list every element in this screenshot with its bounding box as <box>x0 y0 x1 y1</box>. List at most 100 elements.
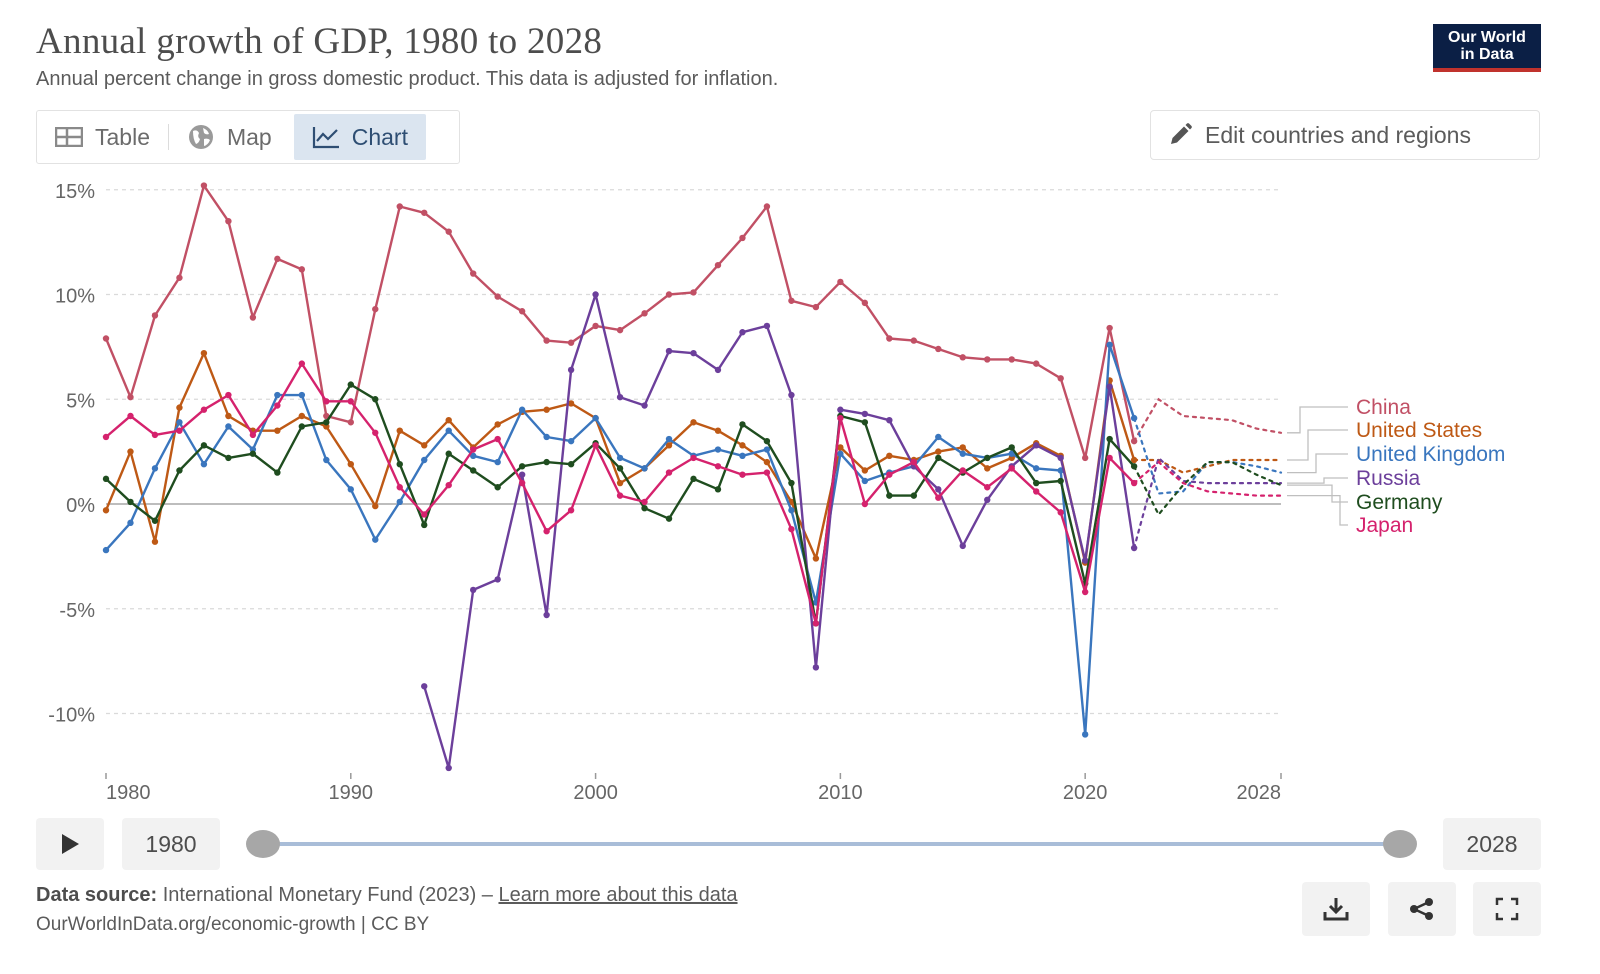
share-button[interactable] <box>1388 882 1456 936</box>
data-point <box>592 291 599 298</box>
data-point <box>421 456 428 464</box>
series-line <box>104 184 1136 460</box>
tab-chart[interactable]: Chart <box>293 114 426 160</box>
data-point <box>886 492 893 499</box>
data-point <box>127 393 134 401</box>
data-point <box>469 452 477 460</box>
data-point <box>518 471 526 478</box>
edit-countries-button[interactable]: Edit countries and regions <box>1150 110 1540 160</box>
data-point <box>421 442 428 449</box>
data-point <box>1057 509 1064 516</box>
data-point <box>641 504 648 512</box>
data-point <box>837 414 844 422</box>
data-point <box>543 433 550 441</box>
y-tick-label: -10% <box>48 705 95 727</box>
play-button[interactable] <box>36 818 104 870</box>
legend-connector <box>1287 429 1348 461</box>
data-point <box>837 450 844 457</box>
data-point <box>1130 437 1138 445</box>
forecast-line <box>1132 460 1283 497</box>
play-icon <box>62 834 79 854</box>
y-tick-label: 10% <box>55 286 95 308</box>
data-point <box>323 398 330 405</box>
fullscreen-button[interactable] <box>1473 882 1541 936</box>
forecast-line <box>1132 417 1283 495</box>
data-point <box>102 546 110 554</box>
data-point <box>543 611 550 619</box>
data-point <box>935 454 942 462</box>
data-point <box>249 431 257 439</box>
data-point <box>763 203 771 210</box>
data-point <box>421 209 428 216</box>
data-point <box>298 423 306 430</box>
data-point <box>323 419 330 426</box>
data-point <box>935 486 942 493</box>
data-point <box>665 469 673 476</box>
series-lines <box>102 182 1283 772</box>
globe-icon <box>188 125 213 149</box>
data-point <box>763 446 771 453</box>
data-point <box>641 498 648 506</box>
owid-logo[interactable]: Our World in Data <box>1433 24 1541 72</box>
data-point <box>665 435 673 443</box>
data-point <box>494 484 501 491</box>
series-china <box>102 182 1283 462</box>
data-point <box>396 484 403 491</box>
data-point <box>1106 341 1113 348</box>
data-point <box>298 391 306 399</box>
tab-separator <box>167 124 169 150</box>
data-point <box>1008 444 1015 451</box>
data-point <box>323 456 330 464</box>
data-point <box>763 458 771 466</box>
data-point <box>690 454 697 462</box>
tab-table[interactable]: Table <box>37 114 168 160</box>
end-handle[interactable] <box>1383 830 1417 858</box>
start-year-box[interactable]: 1980 <box>122 818 220 870</box>
data-point <box>372 305 379 313</box>
data-point <box>837 444 844 451</box>
data-point <box>812 303 820 311</box>
data-point <box>445 417 452 424</box>
learn-more-link[interactable]: Learn more about this data <box>498 884 738 906</box>
data-point <box>665 442 673 449</box>
data-point <box>984 465 991 472</box>
data-point <box>176 427 183 434</box>
data-point <box>886 417 893 424</box>
data-point <box>1106 324 1113 332</box>
data-point <box>641 465 648 472</box>
data-point <box>714 446 722 453</box>
data-point <box>690 475 697 483</box>
data-point <box>151 517 159 524</box>
data-point <box>861 467 869 474</box>
data-point <box>518 463 526 470</box>
forecast-line <box>1132 461 1283 517</box>
timeline-track[interactable] <box>263 842 1401 846</box>
data-point <box>1081 454 1089 462</box>
data-point <box>592 322 599 330</box>
data-point <box>739 329 746 336</box>
data-point <box>518 308 526 315</box>
start-handle[interactable] <box>246 830 280 858</box>
data-point <box>347 398 354 405</box>
data-point <box>176 404 183 411</box>
data-point <box>984 356 991 363</box>
data-point <box>616 454 624 462</box>
data-point <box>959 444 966 451</box>
y-tick-label: 0% <box>66 495 95 517</box>
chart-title: Annual growth of GDP, 1980 to 2028 <box>36 21 603 62</box>
share-icon <box>1410 898 1433 920</box>
data-point <box>298 412 306 420</box>
data-point <box>372 396 379 403</box>
data-point <box>1033 442 1040 449</box>
data-point <box>1130 479 1138 487</box>
data-point <box>1033 488 1040 495</box>
data-point <box>1033 360 1040 367</box>
data-point <box>788 525 795 533</box>
data-point <box>494 435 501 443</box>
data-point <box>861 410 869 418</box>
tab-map[interactable]: Map <box>169 114 290 160</box>
data-point <box>1106 454 1113 462</box>
end-year-box[interactable]: 2028 <box>1443 818 1541 870</box>
data-point <box>274 391 281 399</box>
download-button[interactable] <box>1302 882 1370 936</box>
